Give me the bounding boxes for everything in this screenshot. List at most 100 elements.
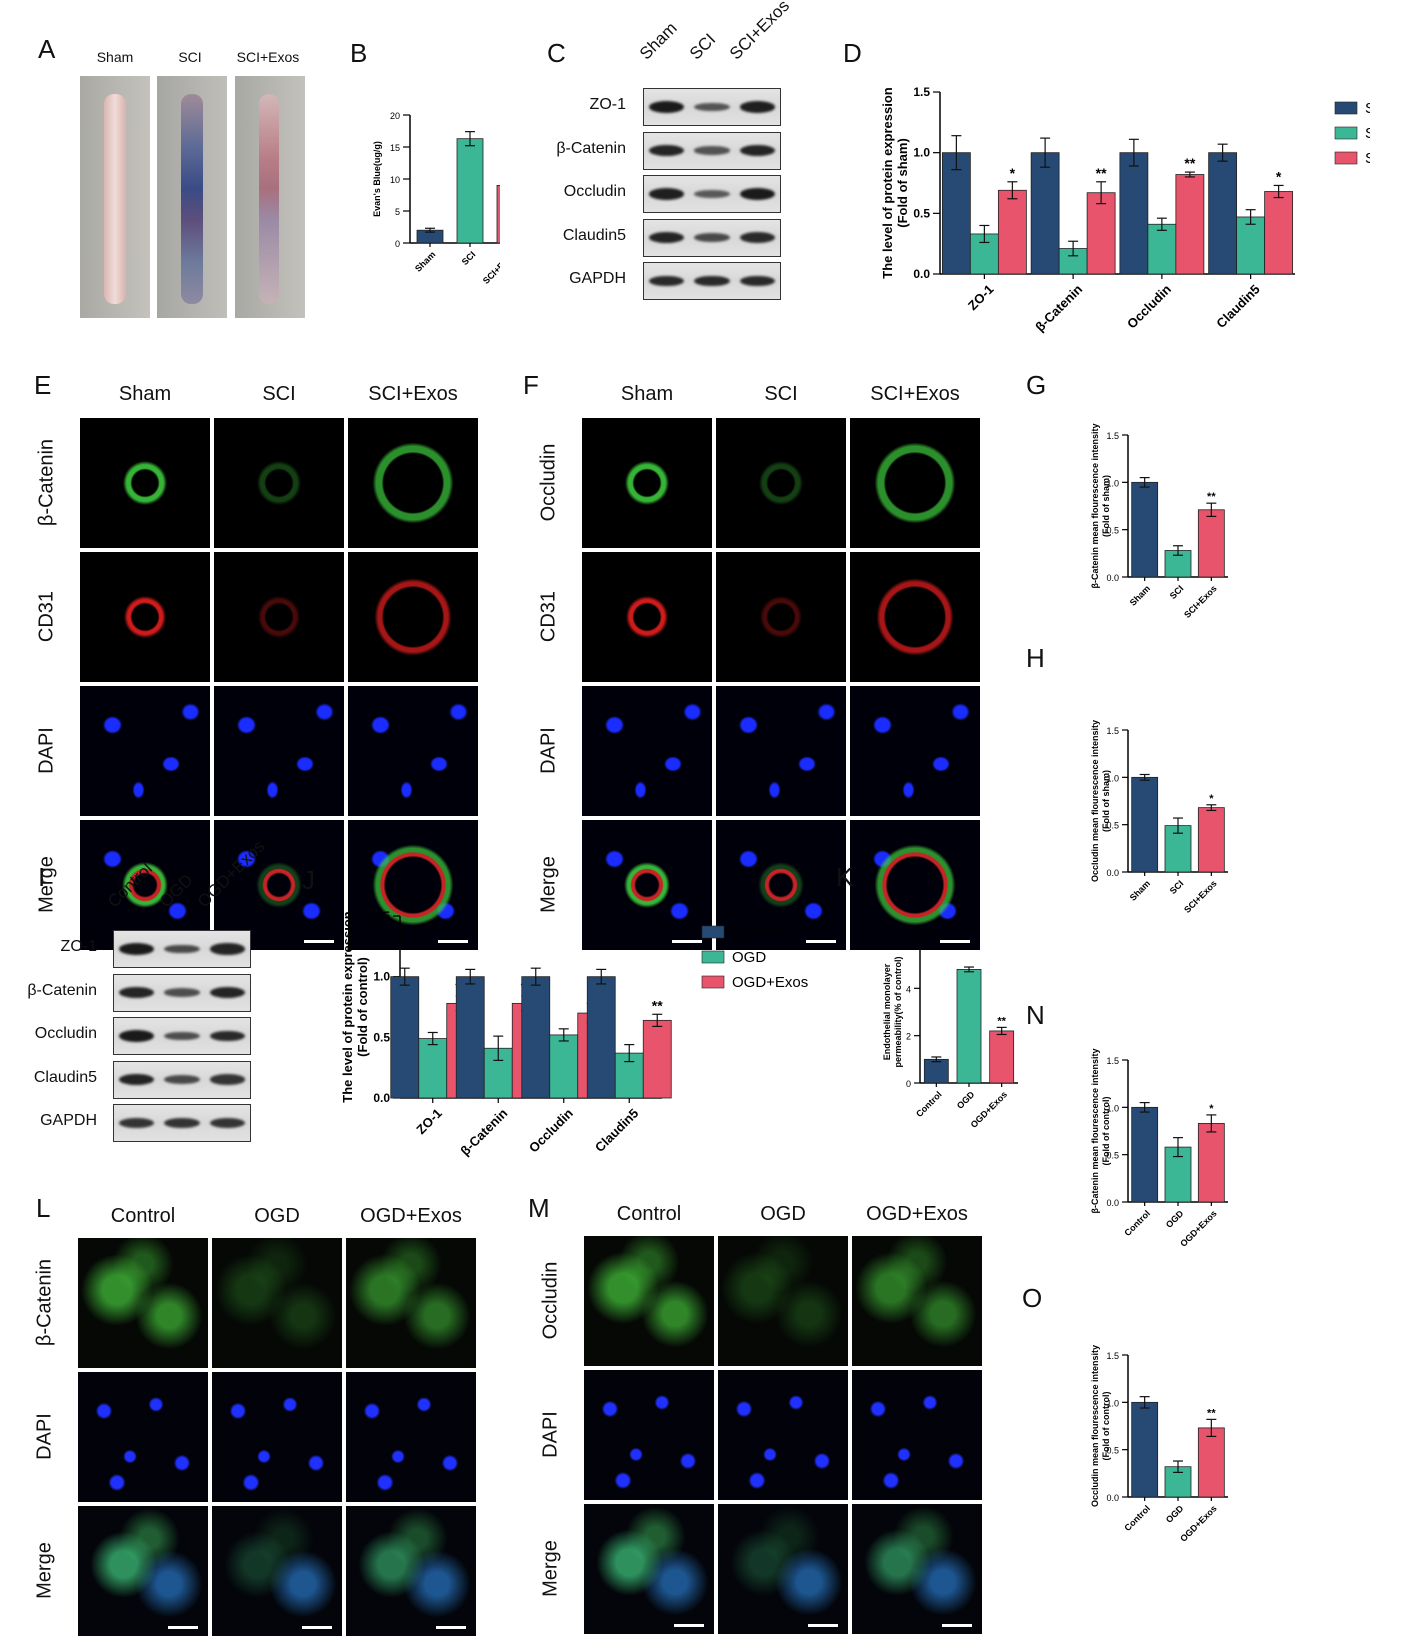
panel-label-m: M — [528, 1193, 550, 1223]
y-tick-label: 1.0 — [913, 146, 930, 160]
if-image — [718, 1370, 848, 1500]
panel-label-o: O — [1022, 1283, 1043, 1313]
wb-row-label: Occludin — [34, 1025, 97, 1042]
chart-g: 0.0 0.5 1.0 1.5 β-Catenin mean flourescence … — [1090, 423, 1228, 620]
x-tick-label: ZO-1 — [965, 282, 997, 314]
if-image — [852, 1236, 982, 1366]
significance-label: ** — [1207, 491, 1216, 503]
bar — [1197, 1123, 1225, 1203]
if-image — [716, 552, 846, 682]
chart-o: 0.0 0.5 1.0 1.5 Occludin mean flourescence i… — [1090, 1345, 1228, 1544]
y-axis-label-2: (Fold of sham) — [1101, 770, 1111, 832]
y-tick-label: 0.0 — [1106, 1493, 1119, 1503]
bar — [1236, 216, 1266, 275]
wb-band — [209, 943, 245, 955]
if-image — [348, 686, 478, 816]
significance-label: * — [1276, 168, 1282, 184]
wb-row-label: Occludin — [563, 183, 626, 200]
bar — [1175, 174, 1205, 275]
x-tick-label: Control — [1122, 1208, 1152, 1238]
x-tick-label: Sham — [413, 249, 437, 273]
spinal-cord-photo-sham — [80, 76, 150, 318]
if-row-label: Occludin — [537, 443, 560, 522]
wb-row-label: ZO-1 — [589, 96, 626, 113]
x-tick-label: β-Catenin — [1032, 281, 1085, 334]
wb-col-sham: Sham — [635, 18, 681, 64]
if-image — [346, 1238, 476, 1368]
chart-j: 0.0 0.5 1.0 1.5 The level of protein express… — [340, 909, 808, 1159]
wb-i-header: Control OGD OGD+Exos — [104, 837, 278, 920]
if-image — [214, 418, 344, 548]
if-row-label: Merge — [33, 1542, 56, 1599]
panel-label-i: I — [38, 862, 46, 892]
wb-col-control: Control — [103, 859, 157, 912]
wb-c-header: Sham SCI SCI+Exos — [636, 0, 793, 80]
wb-band — [649, 275, 685, 287]
y-tick-label: 10 — [390, 175, 400, 185]
panel-label-l: L — [36, 1193, 51, 1223]
bar — [586, 976, 616, 1099]
y-axis-label-2: (Fold of sham) — [895, 138, 910, 228]
bar — [923, 1058, 949, 1084]
if-image — [80, 552, 210, 682]
scale-bar — [672, 940, 702, 943]
if-row-label: DAPI — [539, 1411, 562, 1458]
y-axis-label-2: (Fold of control) — [355, 957, 370, 1057]
y-tick-label: 0 — [906, 1079, 911, 1089]
if-image — [214, 552, 344, 682]
spinal-cord-photo-sci — [157, 76, 227, 318]
scale-bar — [806, 940, 836, 943]
panel-label-c: C — [547, 38, 566, 68]
x-tick-label: β-Catenin — [457, 1105, 510, 1158]
if-row-label: CD31 — [35, 590, 58, 643]
y-tick-label: 0.0 — [1106, 573, 1119, 583]
y-tick-label: 6 — [906, 937, 911, 947]
spinal-cord-shape — [259, 94, 279, 304]
wb-strip — [113, 930, 251, 968]
scale-bar — [302, 1626, 332, 1629]
spinal-cord-photo-sci-exos — [235, 76, 305, 318]
legend-label: Sham — [1365, 100, 1370, 117]
if-image — [850, 418, 980, 548]
legend-label: OGD — [732, 949, 766, 966]
panel-label-n: N — [1026, 1000, 1045, 1030]
if-image — [852, 1370, 982, 1500]
y-tick-label: 0.5 — [1106, 1151, 1119, 1161]
wb-band — [694, 190, 730, 198]
col-title-sham: Sham — [96, 49, 134, 65]
wb-band — [164, 944, 200, 954]
scale-bar — [674, 1624, 704, 1627]
x-tick-label: OGD — [1164, 1208, 1186, 1230]
if-image — [850, 552, 980, 682]
wb-band — [739, 101, 775, 113]
scale-bar — [168, 1626, 198, 1629]
if-image — [348, 820, 478, 950]
panel-label-f: F — [523, 370, 539, 400]
y-tick-label: 0.0 — [913, 267, 930, 281]
if-image — [214, 820, 344, 950]
significance-label: * — [1209, 793, 1214, 805]
wb-band — [739, 188, 775, 200]
wb-band — [119, 943, 155, 955]
wb-band — [649, 231, 685, 244]
y-tick-label: 0.5 — [913, 206, 930, 220]
if-image — [582, 686, 712, 816]
wb-band — [209, 1117, 245, 1129]
significance-label: * — [1010, 165, 1016, 181]
y-tick-label: 5 — [395, 207, 400, 217]
wb-row-label: Claudin5 — [562, 226, 626, 244]
wb-band — [694, 233, 730, 242]
x-tick-label: OGD — [955, 1089, 977, 1111]
bar — [390, 976, 420, 1099]
wb-row-label: ZO-1 — [60, 938, 97, 955]
y-tick-label: 1.5 — [1106, 431, 1119, 441]
if-image — [348, 552, 478, 682]
wb-band — [164, 1075, 200, 1084]
legend-swatch — [701, 950, 725, 964]
wb-band — [694, 275, 730, 287]
bar — [521, 976, 551, 1099]
panel-label-e: E — [34, 370, 52, 400]
if-image — [212, 1372, 342, 1502]
bar — [1208, 152, 1238, 275]
